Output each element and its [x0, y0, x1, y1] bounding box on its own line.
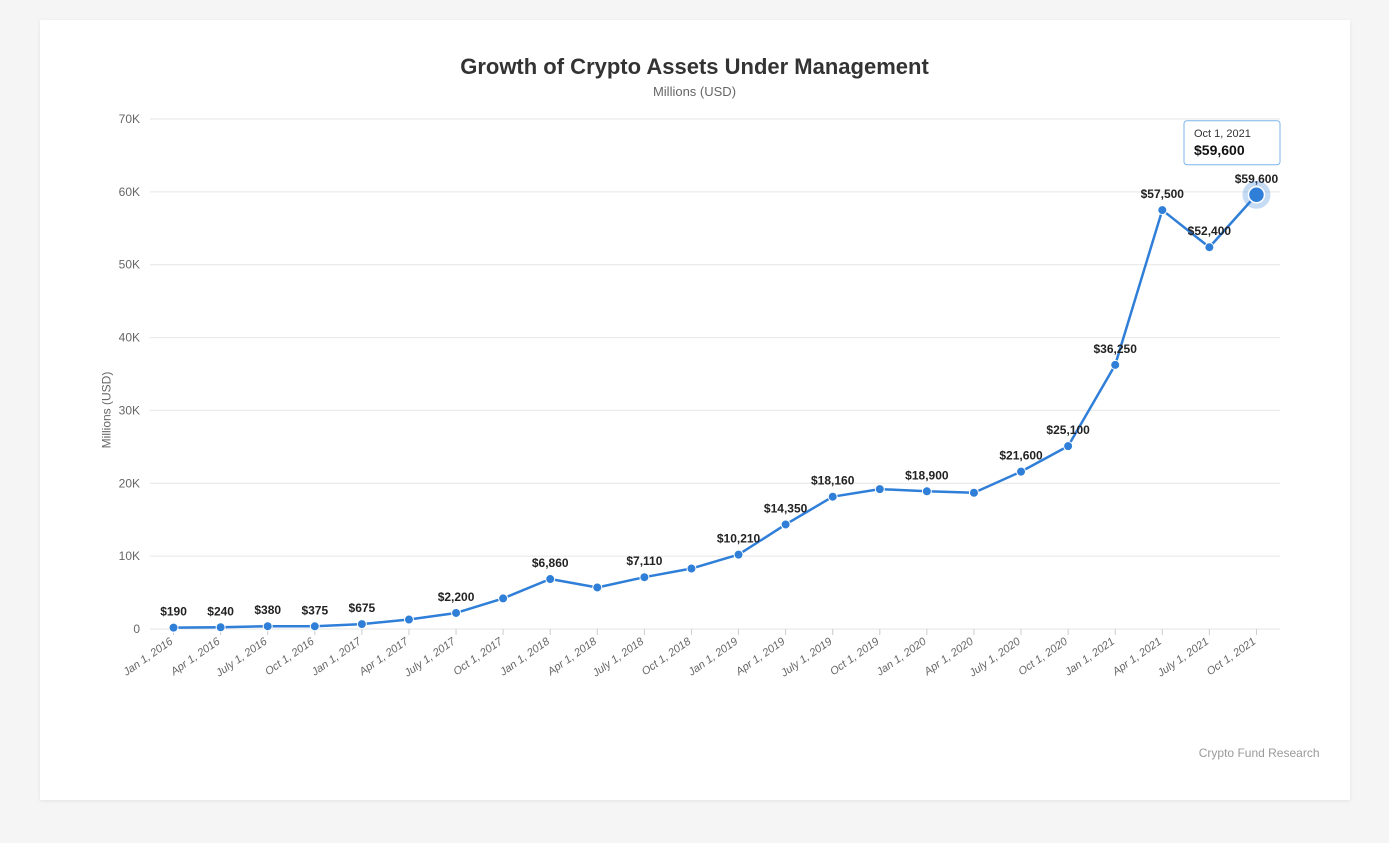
x-tick-label: Apr 1, 2021 — [1109, 636, 1163, 679]
source-label: Crypto Fund Research — [1199, 746, 1320, 760]
data-point-marker[interactable] — [875, 485, 884, 494]
data-point-marker[interactable] — [922, 487, 931, 496]
data-point-label: $375 — [301, 603, 328, 617]
x-tick-label: July 1, 2017 — [401, 635, 458, 680]
series-line — [173, 195, 1256, 628]
x-tick-label: July 1, 2021 — [1154, 636, 1210, 680]
data-point-label: $190 — [160, 605, 187, 619]
x-tick-label: Jan 1, 2018 — [497, 635, 553, 679]
data-point-label: $57,500 — [1140, 187, 1184, 201]
y-tick-label: 20K — [118, 476, 139, 490]
data-point-marker[interactable] — [1157, 206, 1166, 215]
data-point-label: $18,900 — [905, 468, 949, 482]
x-tick-label: Oct 1, 2018 — [639, 635, 693, 678]
x-tick-label: Jan 1, 2019 — [685, 636, 740, 679]
tooltip: Oct 1, 2021 $59,600 — [1184, 121, 1280, 165]
data-point-marker[interactable] — [404, 615, 413, 624]
x-tick-label: Oct 1, 2017 — [451, 635, 505, 678]
y-axis-label: Millions (USD) — [99, 372, 113, 449]
data-point-label: $7,110 — [626, 554, 662, 568]
x-tick-label: Jan 1, 2021 — [1062, 636, 1117, 679]
data-point-label: $36,250 — [1093, 342, 1137, 356]
data-point-marker[interactable] — [451, 608, 460, 617]
data-point-label: $52,400 — [1187, 224, 1231, 238]
data-point-marker[interactable] — [263, 622, 272, 631]
data-point-marker[interactable] — [1016, 467, 1025, 476]
x-tick-label: Jan 1, 2020 — [873, 635, 929, 679]
data-point-marker[interactable] — [781, 520, 790, 529]
y-tick-label: 70K — [118, 112, 139, 126]
data-point-label: $14,350 — [763, 501, 807, 515]
chart-title: Growth of Crypto Assets Under Management — [40, 54, 1350, 80]
data-point-marker[interactable] — [734, 550, 743, 559]
chart-subtitle: Millions (USD) — [40, 84, 1350, 99]
data-point-marker[interactable] — [828, 492, 837, 501]
data-point-marker[interactable] — [969, 488, 978, 497]
x-tick-label: Jan 1, 2017 — [308, 635, 364, 679]
x-tick-label: Oct 1, 2020 — [1016, 635, 1070, 678]
data-point-label: $10,210 — [716, 532, 760, 546]
y-tick-label: 10K — [118, 549, 139, 563]
highlight-marker[interactable] — [1248, 187, 1264, 203]
y-tick-label: 60K — [118, 185, 139, 199]
data-point-label: $25,100 — [1046, 423, 1090, 437]
y-tick-label: 30K — [118, 403, 139, 417]
chart-card: Growth of Crypto Assets Under Management… — [40, 20, 1350, 800]
data-point-label: $675 — [348, 601, 375, 615]
data-point-marker[interactable] — [310, 622, 319, 631]
line-chart: 0 10K 20K 30K 40K 50K 60K 70K Jan 1, 2016 Apr 1, … — [80, 99, 1310, 719]
x-tick-label: July 1, 2016 — [213, 635, 270, 680]
x-tick-label: July 1, 2019 — [778, 636, 834, 680]
x-tick-label: Apr 1, 2019 — [733, 636, 787, 679]
x-tick-label: Oct 1, 2019 — [828, 636, 881, 678]
data-point-label: $240 — [207, 604, 234, 618]
data-point-label: $380 — [254, 603, 281, 617]
y-tick-label: 40K — [118, 331, 139, 345]
data-point-marker[interactable] — [357, 620, 366, 629]
data-point-marker[interactable] — [639, 573, 648, 582]
x-tick-label: July 1, 2018 — [589, 635, 646, 680]
data-point-label: $21,600 — [999, 449, 1043, 463]
data-point-marker[interactable] — [216, 623, 225, 632]
data-point-label: $18,160 — [811, 474, 855, 488]
x-tick-label: Oct 1, 2016 — [263, 635, 317, 678]
data-point-marker[interactable] — [169, 623, 178, 632]
data-point-label: $6,860 — [531, 556, 568, 570]
data-point-marker[interactable] — [686, 564, 695, 573]
y-tick-label: 0 — [133, 622, 140, 636]
x-tick-label: Oct 1, 2021 — [1204, 636, 1257, 678]
tooltip-date: Oct 1, 2021 — [1194, 128, 1251, 140]
data-point-marker[interactable] — [1063, 442, 1072, 451]
data-point-marker[interactable] — [1204, 243, 1213, 252]
x-tick-label: Jan 1, 2016 — [120, 635, 176, 679]
data-point-marker[interactable] — [545, 575, 554, 584]
x-tick-label: July 1, 2020 — [966, 635, 1023, 680]
tooltip-value: $59,600 — [1194, 142, 1245, 158]
data-point-marker[interactable] — [592, 583, 601, 592]
y-tick-label: 50K — [118, 258, 139, 272]
data-point-marker[interactable] — [498, 594, 507, 603]
data-point-marker[interactable] — [1110, 360, 1119, 369]
data-point-label: $2,200 — [437, 590, 474, 604]
